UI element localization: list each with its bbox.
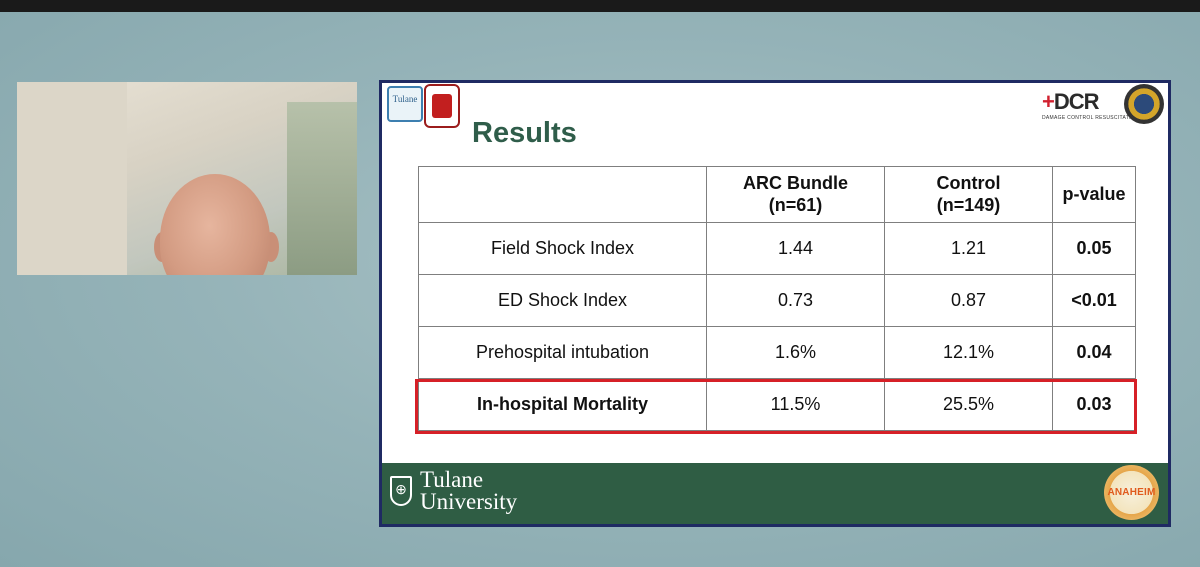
speaker-head <box>160 174 270 275</box>
header-control: Control (n=149) <box>884 166 1053 223</box>
arc-value: 1.6% <box>706 326 885 379</box>
background-bookshelf <box>287 102 357 275</box>
shared-slide: Tulane +DCR DAMAGE CONTROL RESUSCITATION… <box>379 80 1171 527</box>
window-top-bar <box>0 0 1200 12</box>
wordmark-line2: University <box>420 489 518 514</box>
arc-value: 1.44 <box>706 222 885 275</box>
header-cell-empty <box>418 166 707 223</box>
tulane-university-wordmark: Tulane University <box>420 467 518 514</box>
louisiana-state-icon <box>432 94 452 118</box>
badge-text: ANAHEIM <box>1107 487 1156 498</box>
wordmark-line1: Tulane <box>420 467 484 492</box>
p-value: 0.04 <box>1052 326 1136 379</box>
row-label: Field Shock Index <box>418 222 707 275</box>
p-value: 0.05 <box>1052 222 1136 275</box>
control-value: 12.1% <box>884 326 1053 379</box>
control-value: 0.87 <box>884 274 1053 327</box>
tulane-surgery-logo: Tulane <box>387 86 423 122</box>
table-row: ED Shock Index 0.73 0.87 <0.01 <box>418 274 1136 327</box>
results-table: ARC Bundle (n=61) Control (n=149) p-valu… <box>418 166 1136 431</box>
arc-value: 11.5% <box>706 378 885 431</box>
header-arc-bundle: ARC Bundle (n=61) <box>706 166 885 223</box>
trauma-center-shield-icon <box>424 84 460 128</box>
table-row: Field Shock Index 1.44 1.21 0.05 <box>418 222 1136 275</box>
dcr-subtitle: DAMAGE CONTROL RESUSCITATION <box>1042 115 1139 121</box>
dcr-plus-mark: + <box>1042 89 1055 114</box>
new-orleans-ems-seal-icon <box>1124 84 1164 124</box>
table-header-row: ARC Bundle (n=61) Control (n=149) p-valu… <box>418 166 1136 223</box>
background-wall <box>17 82 127 275</box>
control-value: 25.5% <box>884 378 1053 431</box>
row-label: In-hospital Mortality <box>418 378 707 431</box>
p-value: 0.03 <box>1052 378 1136 431</box>
arc-value: 0.73 <box>706 274 885 327</box>
slide-footer: ⊕ Tulane University ANAHEIM <box>382 463 1168 524</box>
row-label: ED Shock Index <box>418 274 707 327</box>
table-row: Prehospital intubation 1.6% 12.1% 0.04 <box>418 326 1136 379</box>
tulane-shield-icon: ⊕ <box>390 476 412 506</box>
header-p-value: p-value <box>1052 166 1136 223</box>
dcr-logo: +DCR DAMAGE CONTROL RESUSCITATION <box>1042 89 1139 125</box>
p-value: <0.01 <box>1052 274 1136 327</box>
dcr-mark: +DCR <box>1042 89 1120 115</box>
slide-title: Results <box>472 117 577 149</box>
row-label: Prehospital intubation <box>418 326 707 379</box>
dcr-mark-text: DCR <box>1053 89 1100 114</box>
control-value: 1.21 <box>884 222 1053 275</box>
speaker-video-tile[interactable] <box>17 82 357 275</box>
tulane-surgery-logo-text: Tulane <box>392 94 418 104</box>
anaheim-conference-badge: ANAHEIM <box>1104 465 1159 520</box>
table-row-highlighted: In-hospital Mortality 11.5% 25.5% 0.03 <box>418 378 1136 431</box>
